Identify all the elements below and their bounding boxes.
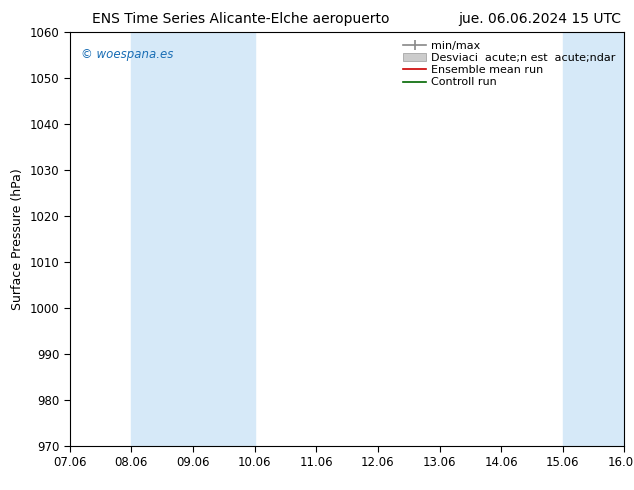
Bar (563, 32, 634, 446)
Y-axis label: Surface Pressure (hPa): Surface Pressure (hPa) (11, 168, 24, 310)
Text: ENS Time Series Alicante-Elche aeropuerto: ENS Time Series Alicante-Elche aeropuert… (92, 12, 390, 26)
Bar (131, 32, 255, 446)
Text: jue. 06.06.2024 15 UTC: jue. 06.06.2024 15 UTC (458, 12, 621, 26)
Text: © woespana.es: © woespana.es (81, 49, 173, 61)
Legend: min/max, Desviaci  acute;n est  acute;ndar, Ensemble mean run, Controll run: min/max, Desviaci acute;n est acute;ndar… (400, 37, 619, 91)
